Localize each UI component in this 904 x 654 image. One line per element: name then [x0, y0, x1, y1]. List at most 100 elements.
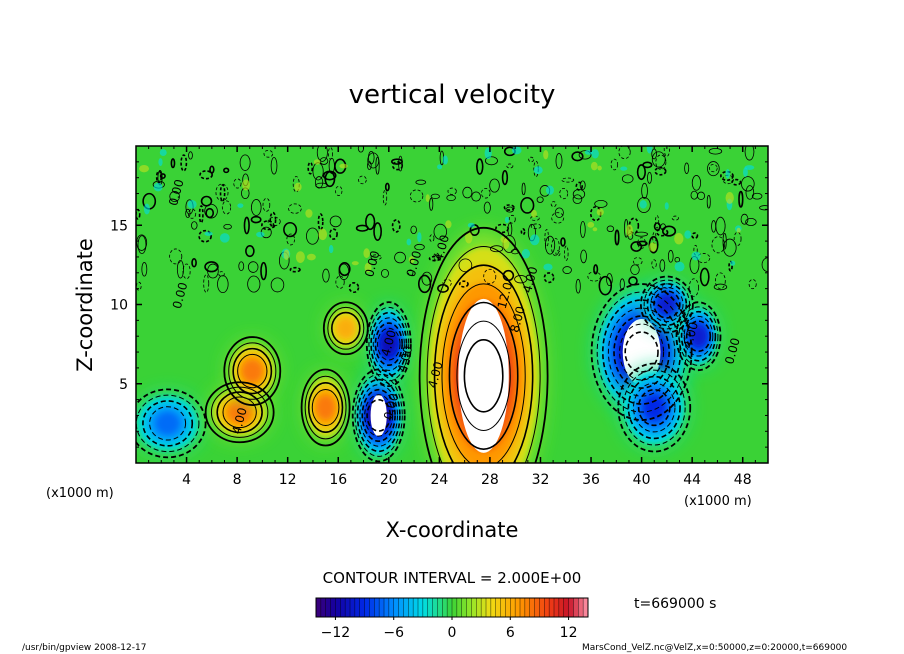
colorbar-tick-label: −6: [383, 625, 404, 641]
contour-label: 0.00: [404, 249, 424, 278]
colorbar-bin: [330, 598, 336, 617]
x-axis-label: X-coordinate: [386, 518, 519, 542]
contour-label: 4.00: [681, 320, 701, 349]
contour-labels: 0.00 0.00 0.00 0.00 4.00 4.00 4.00 4.00 4.00 8.00…: [166, 178, 743, 436]
colorbar-bin: [524, 598, 531, 617]
contour-label: 4.00: [432, 233, 452, 262]
colorbar-bin: [461, 598, 468, 617]
plot-area: 0.00 0.00 0.00 0.00 4.00 4.00 4.00 4.00 4.00 8.00…: [136, 146, 768, 463]
colorbar-bin: [486, 598, 492, 617]
field-blob-11: [620, 365, 689, 450]
colorbar-tick-label: 12: [560, 625, 578, 641]
colorbar-bin: [500, 598, 506, 617]
y-tick-label: 5: [119, 377, 128, 393]
colorbar-bin: [393, 598, 400, 617]
colorbar-bin: [558, 598, 565, 617]
y-tick-label: 10: [110, 298, 128, 314]
x-tick-label: 48: [734, 472, 752, 488]
contour-lines: [136, 226, 722, 463]
colorbar-bin: [563, 598, 570, 617]
colorbar-bin: [520, 598, 526, 617]
x-unit-left: (x1000 m): [46, 486, 114, 501]
colorbar-bin: [476, 598, 482, 617]
colorbar-bin: [432, 598, 438, 617]
contour-label: 0.00: [166, 178, 186, 207]
colorbar-bin: [456, 598, 463, 617]
colorbar-bin: [418, 598, 424, 617]
colorbar-bin: [471, 598, 477, 617]
x-unit-right: (x1000 m): [684, 494, 752, 509]
colorbar-bin: [534, 598, 540, 617]
contour-label: 0.00: [381, 392, 401, 421]
colorbar-ticks: −12 −6 0 6 12: [321, 617, 578, 641]
time-text: t=669000 s: [634, 596, 716, 612]
colorbar-bin: [452, 598, 458, 617]
colorbar-bin: [350, 598, 356, 617]
colorbar-bin: [403, 598, 409, 617]
colorbar-bin: [539, 598, 545, 617]
colorbar-bin: [413, 598, 419, 617]
y-axis-label: Z-coordinate: [73, 238, 97, 372]
colorbar-bin: [544, 598, 550, 617]
colorbar-bin: [422, 598, 429, 617]
colorbar-tick-label: 6: [506, 625, 515, 641]
contour-label: 0.00: [722, 336, 742, 365]
field-blob-10: [678, 304, 719, 369]
field-blob-0: [136, 391, 204, 456]
colorbar-bin: [316, 598, 322, 617]
colorbar-bin: [325, 598, 332, 617]
contour-label: 4.00: [425, 360, 445, 389]
colorbar-bin: [340, 598, 346, 617]
colorbar-bin: [359, 598, 366, 617]
x-tick-label: 4: [182, 472, 191, 488]
x-tick-label: 40: [633, 472, 651, 488]
colorbar-bin: [442, 598, 448, 617]
colorbar-bin: [398, 598, 404, 617]
contour-interval-text: CONTOUR INTERVAL = 2.000E+00: [323, 569, 582, 587]
colorbar-bin: [583, 598, 589, 617]
x-tick-label: 32: [532, 472, 550, 488]
x-tick-label: 16: [329, 472, 347, 488]
colorbar-bin: [578, 598, 584, 617]
colorbar-bin: [345, 598, 351, 617]
colorbar-bin: [354, 598, 361, 617]
contour-label: 8.00: [507, 305, 527, 334]
colorbar-bin: [374, 598, 380, 617]
colorbar-bin: [384, 598, 390, 617]
x-tick-label: 12: [279, 472, 297, 488]
contour-label: 0.00: [362, 249, 382, 278]
colorbar: [315, 598, 589, 617]
x-tick-label: 28: [481, 472, 499, 488]
colorbar-bin: [408, 598, 414, 617]
footer-right: MarsCond_VelZ.nc@VelZ,x=0:50000,z=0:2000…: [582, 643, 847, 653]
x-tick-label: 36: [582, 472, 600, 488]
colorbar-bin: [427, 598, 434, 617]
colorbar-bin: [510, 598, 516, 617]
colorbar-bin: [320, 598, 327, 617]
colorbar-bin: [529, 598, 536, 617]
x-tick-label: 20: [380, 472, 398, 488]
contour-label: 12.0: [495, 281, 515, 310]
colorbar-bin: [369, 598, 375, 617]
footer-left: /usr/bin/gpview 2008-12-17: [22, 643, 146, 653]
chart-title: vertical velocity: [349, 80, 556, 110]
colorbar-bin: [490, 598, 497, 617]
colorbar-bin: [573, 598, 579, 617]
contour-label: 4.00: [520, 265, 540, 294]
contour-label: 0.00: [170, 281, 190, 310]
colorbar-bin: [466, 598, 472, 617]
colorbar-bin: [437, 598, 443, 617]
x-axis: 4 8 12 16 20 24 28 32 36 40 44 48: [148, 146, 756, 488]
colorbar-bin: [515, 598, 521, 617]
colorbar-bin: [364, 598, 370, 617]
colorbar-tick-label: −12: [321, 625, 351, 641]
colorbar-bin: [335, 598, 341, 617]
colorbar-bin: [505, 598, 511, 617]
colorbar-bin: [568, 598, 574, 617]
colorbar-bin: [495, 598, 502, 617]
contour-label: 4.00: [229, 406, 249, 435]
colorbar-bin: [388, 598, 395, 617]
colorbar-bin: [481, 598, 487, 617]
y-axis: 5 10 15: [110, 161, 768, 448]
